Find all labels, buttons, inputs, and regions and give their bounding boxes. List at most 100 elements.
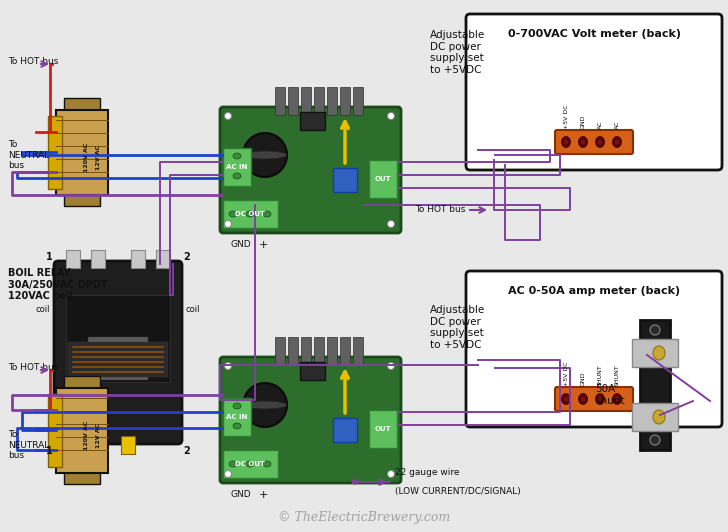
Bar xyxy=(300,112,325,130)
Text: coil: coil xyxy=(186,304,200,313)
Ellipse shape xyxy=(233,153,241,159)
Text: SHUNT: SHUNT xyxy=(598,364,603,386)
Text: +: + xyxy=(258,490,268,500)
Ellipse shape xyxy=(596,137,604,147)
Bar xyxy=(333,418,357,442)
Ellipse shape xyxy=(561,394,571,404)
Bar xyxy=(275,337,285,365)
Bar xyxy=(64,376,100,388)
Ellipse shape xyxy=(233,173,241,179)
Text: GND: GND xyxy=(231,240,251,249)
Bar xyxy=(64,472,100,484)
Ellipse shape xyxy=(387,362,395,370)
Bar xyxy=(340,337,350,365)
Ellipse shape xyxy=(614,139,620,145)
Text: 12V AC: 12V AC xyxy=(95,144,100,170)
FancyBboxPatch shape xyxy=(220,357,401,483)
Bar xyxy=(88,372,148,380)
Bar xyxy=(64,98,100,110)
Ellipse shape xyxy=(598,396,603,402)
Ellipse shape xyxy=(387,470,395,478)
FancyBboxPatch shape xyxy=(555,130,633,154)
Bar xyxy=(223,398,251,436)
Ellipse shape xyxy=(352,479,358,485)
Ellipse shape xyxy=(243,133,287,177)
Text: +5V DC: +5V DC xyxy=(563,104,569,129)
Text: 1: 1 xyxy=(47,446,53,456)
Text: 2: 2 xyxy=(183,446,190,456)
Bar xyxy=(56,388,108,473)
Ellipse shape xyxy=(243,383,287,427)
Ellipse shape xyxy=(246,461,254,467)
Ellipse shape xyxy=(229,461,237,467)
Text: © TheElectricBrewery.com: © TheElectricBrewery.com xyxy=(278,511,450,525)
Text: AC IN: AC IN xyxy=(226,414,248,420)
Text: To HOT bus: To HOT bus xyxy=(8,57,58,66)
Ellipse shape xyxy=(243,401,287,409)
Ellipse shape xyxy=(580,139,585,145)
Text: 120V AC: 120V AC xyxy=(84,420,89,450)
Text: SHUNT: SHUNT xyxy=(614,364,620,386)
Text: BOIL RELAY
30A/250VAC DPDT
120VAC coil: BOIL RELAY 30A/250VAC DPDT 120VAC coil xyxy=(8,268,108,301)
Bar xyxy=(66,295,170,382)
Text: AC: AC xyxy=(598,121,603,129)
Bar xyxy=(314,87,324,115)
Bar xyxy=(156,250,170,268)
Bar xyxy=(300,362,325,380)
Ellipse shape xyxy=(653,346,665,360)
Bar xyxy=(223,148,251,186)
Text: DC OUT: DC OUT xyxy=(235,211,265,217)
Text: AC: AC xyxy=(614,121,620,129)
Text: AC IN: AC IN xyxy=(226,164,248,170)
Text: DC OUT: DC OUT xyxy=(235,461,265,467)
Bar xyxy=(223,450,278,478)
Bar xyxy=(333,168,357,192)
Text: 22 gauge wire: 22 gauge wire xyxy=(395,468,459,477)
Ellipse shape xyxy=(561,137,571,147)
Ellipse shape xyxy=(579,394,587,404)
Ellipse shape xyxy=(224,362,232,370)
Bar xyxy=(288,337,298,365)
Bar xyxy=(301,337,311,365)
Ellipse shape xyxy=(653,410,665,424)
Bar xyxy=(353,87,363,115)
Text: coil: coil xyxy=(36,304,50,313)
Bar xyxy=(48,394,62,467)
Ellipse shape xyxy=(246,211,254,217)
Bar xyxy=(340,87,350,115)
Bar xyxy=(66,250,80,268)
FancyBboxPatch shape xyxy=(466,271,722,427)
Bar xyxy=(353,337,363,365)
Text: AC 0-50A amp meter (back): AC 0-50A amp meter (back) xyxy=(508,286,680,296)
Ellipse shape xyxy=(596,394,604,404)
Bar xyxy=(632,339,678,367)
Ellipse shape xyxy=(233,403,241,409)
Ellipse shape xyxy=(612,137,622,147)
Text: GND: GND xyxy=(580,371,585,386)
Text: +: + xyxy=(258,240,268,250)
Ellipse shape xyxy=(224,470,232,478)
Text: GND: GND xyxy=(580,114,585,129)
Bar xyxy=(131,250,145,268)
Bar xyxy=(121,436,135,454)
Ellipse shape xyxy=(614,396,620,402)
Ellipse shape xyxy=(243,151,287,159)
Bar xyxy=(369,410,397,448)
FancyBboxPatch shape xyxy=(555,387,633,411)
Bar xyxy=(48,116,62,189)
Text: 120V AC: 120V AC xyxy=(84,143,89,172)
Bar xyxy=(64,194,100,206)
Ellipse shape xyxy=(563,396,569,402)
Text: To
NEUTRAL
bus: To NEUTRAL bus xyxy=(8,140,50,170)
Bar xyxy=(288,87,298,115)
Bar xyxy=(327,337,337,365)
Ellipse shape xyxy=(580,396,585,402)
Bar xyxy=(91,250,105,268)
Bar xyxy=(88,337,148,345)
Ellipse shape xyxy=(387,220,395,228)
Ellipse shape xyxy=(229,211,237,217)
Ellipse shape xyxy=(233,423,241,429)
Text: +5V DC: +5V DC xyxy=(563,361,569,386)
Bar xyxy=(369,160,397,198)
Text: 1: 1 xyxy=(47,252,53,262)
